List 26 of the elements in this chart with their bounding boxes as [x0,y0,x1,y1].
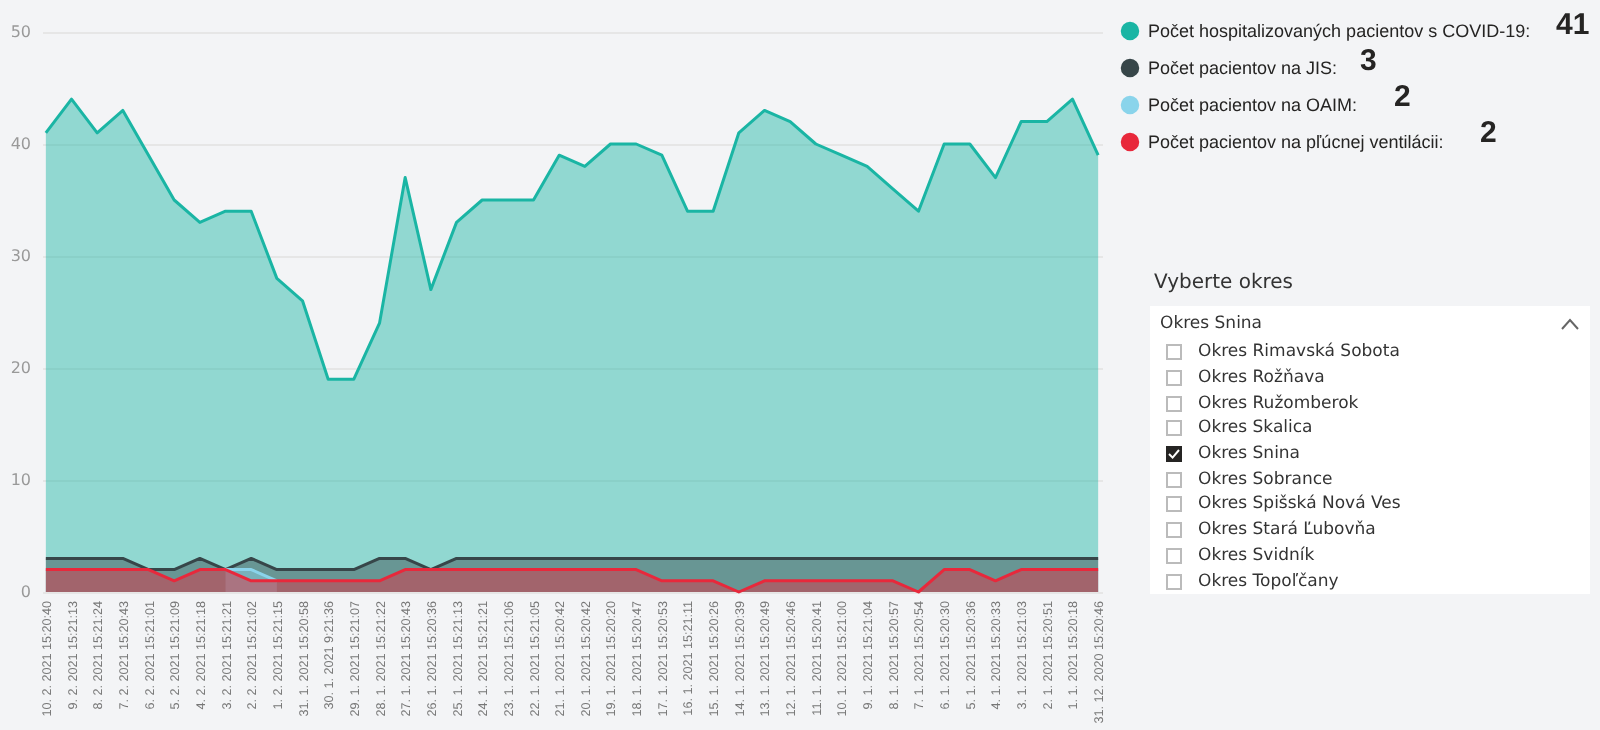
text: Okres Spišská Nová Ves [1198,494,1401,515]
text: 41 [1556,8,1590,42]
text: Okres Sobrance [1198,469,1333,490]
y-tick-label: 10 [10,471,31,489]
text: Okres Topoľčany [1198,571,1339,592]
legend-label: Počet hospitalizovaných pacientov s COVID-19: [1148,21,1531,41]
legend-label: Počet pacientov na JIS: [1148,58,1338,78]
y-tick-label: 0 [20,583,31,601]
text: Vyberte okres [1154,272,1296,294]
text: 3 [1360,44,1377,78]
y-tick-label: 30 [10,247,31,265]
text: 2 [1394,80,1411,114]
text: Okres Ružomberok [1198,393,1359,414]
text: Okres Rimavská Sobota [1198,342,1400,363]
text: Okres Snina [1198,444,1301,465]
legend-label: Počet pacientov na pľúcnej ventilácii: [1148,132,1444,152]
legend-label: Počet pacientov na OAIM: [1148,95,1358,115]
y-tick-label: 40 [10,135,31,153]
text: Okres Snina [1160,313,1263,333]
text: Okres Skalica [1198,418,1313,439]
y-tick-label: 50 [10,23,31,41]
y-tick-label: 20 [10,359,31,377]
text: Okres Stará Ľubovňa [1198,520,1376,541]
text: Okres Svidník [1198,545,1315,566]
text: Okres Rožňava [1198,368,1325,389]
text: 2 [1480,116,1497,150]
